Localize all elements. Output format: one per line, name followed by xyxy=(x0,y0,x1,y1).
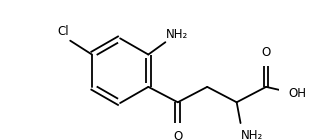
Text: O: O xyxy=(173,130,182,140)
Text: OH: OH xyxy=(289,87,307,100)
Text: O: O xyxy=(262,46,271,59)
Text: NH₂: NH₂ xyxy=(166,28,188,41)
Text: NH₂: NH₂ xyxy=(241,129,263,140)
Text: Cl: Cl xyxy=(57,25,69,38)
